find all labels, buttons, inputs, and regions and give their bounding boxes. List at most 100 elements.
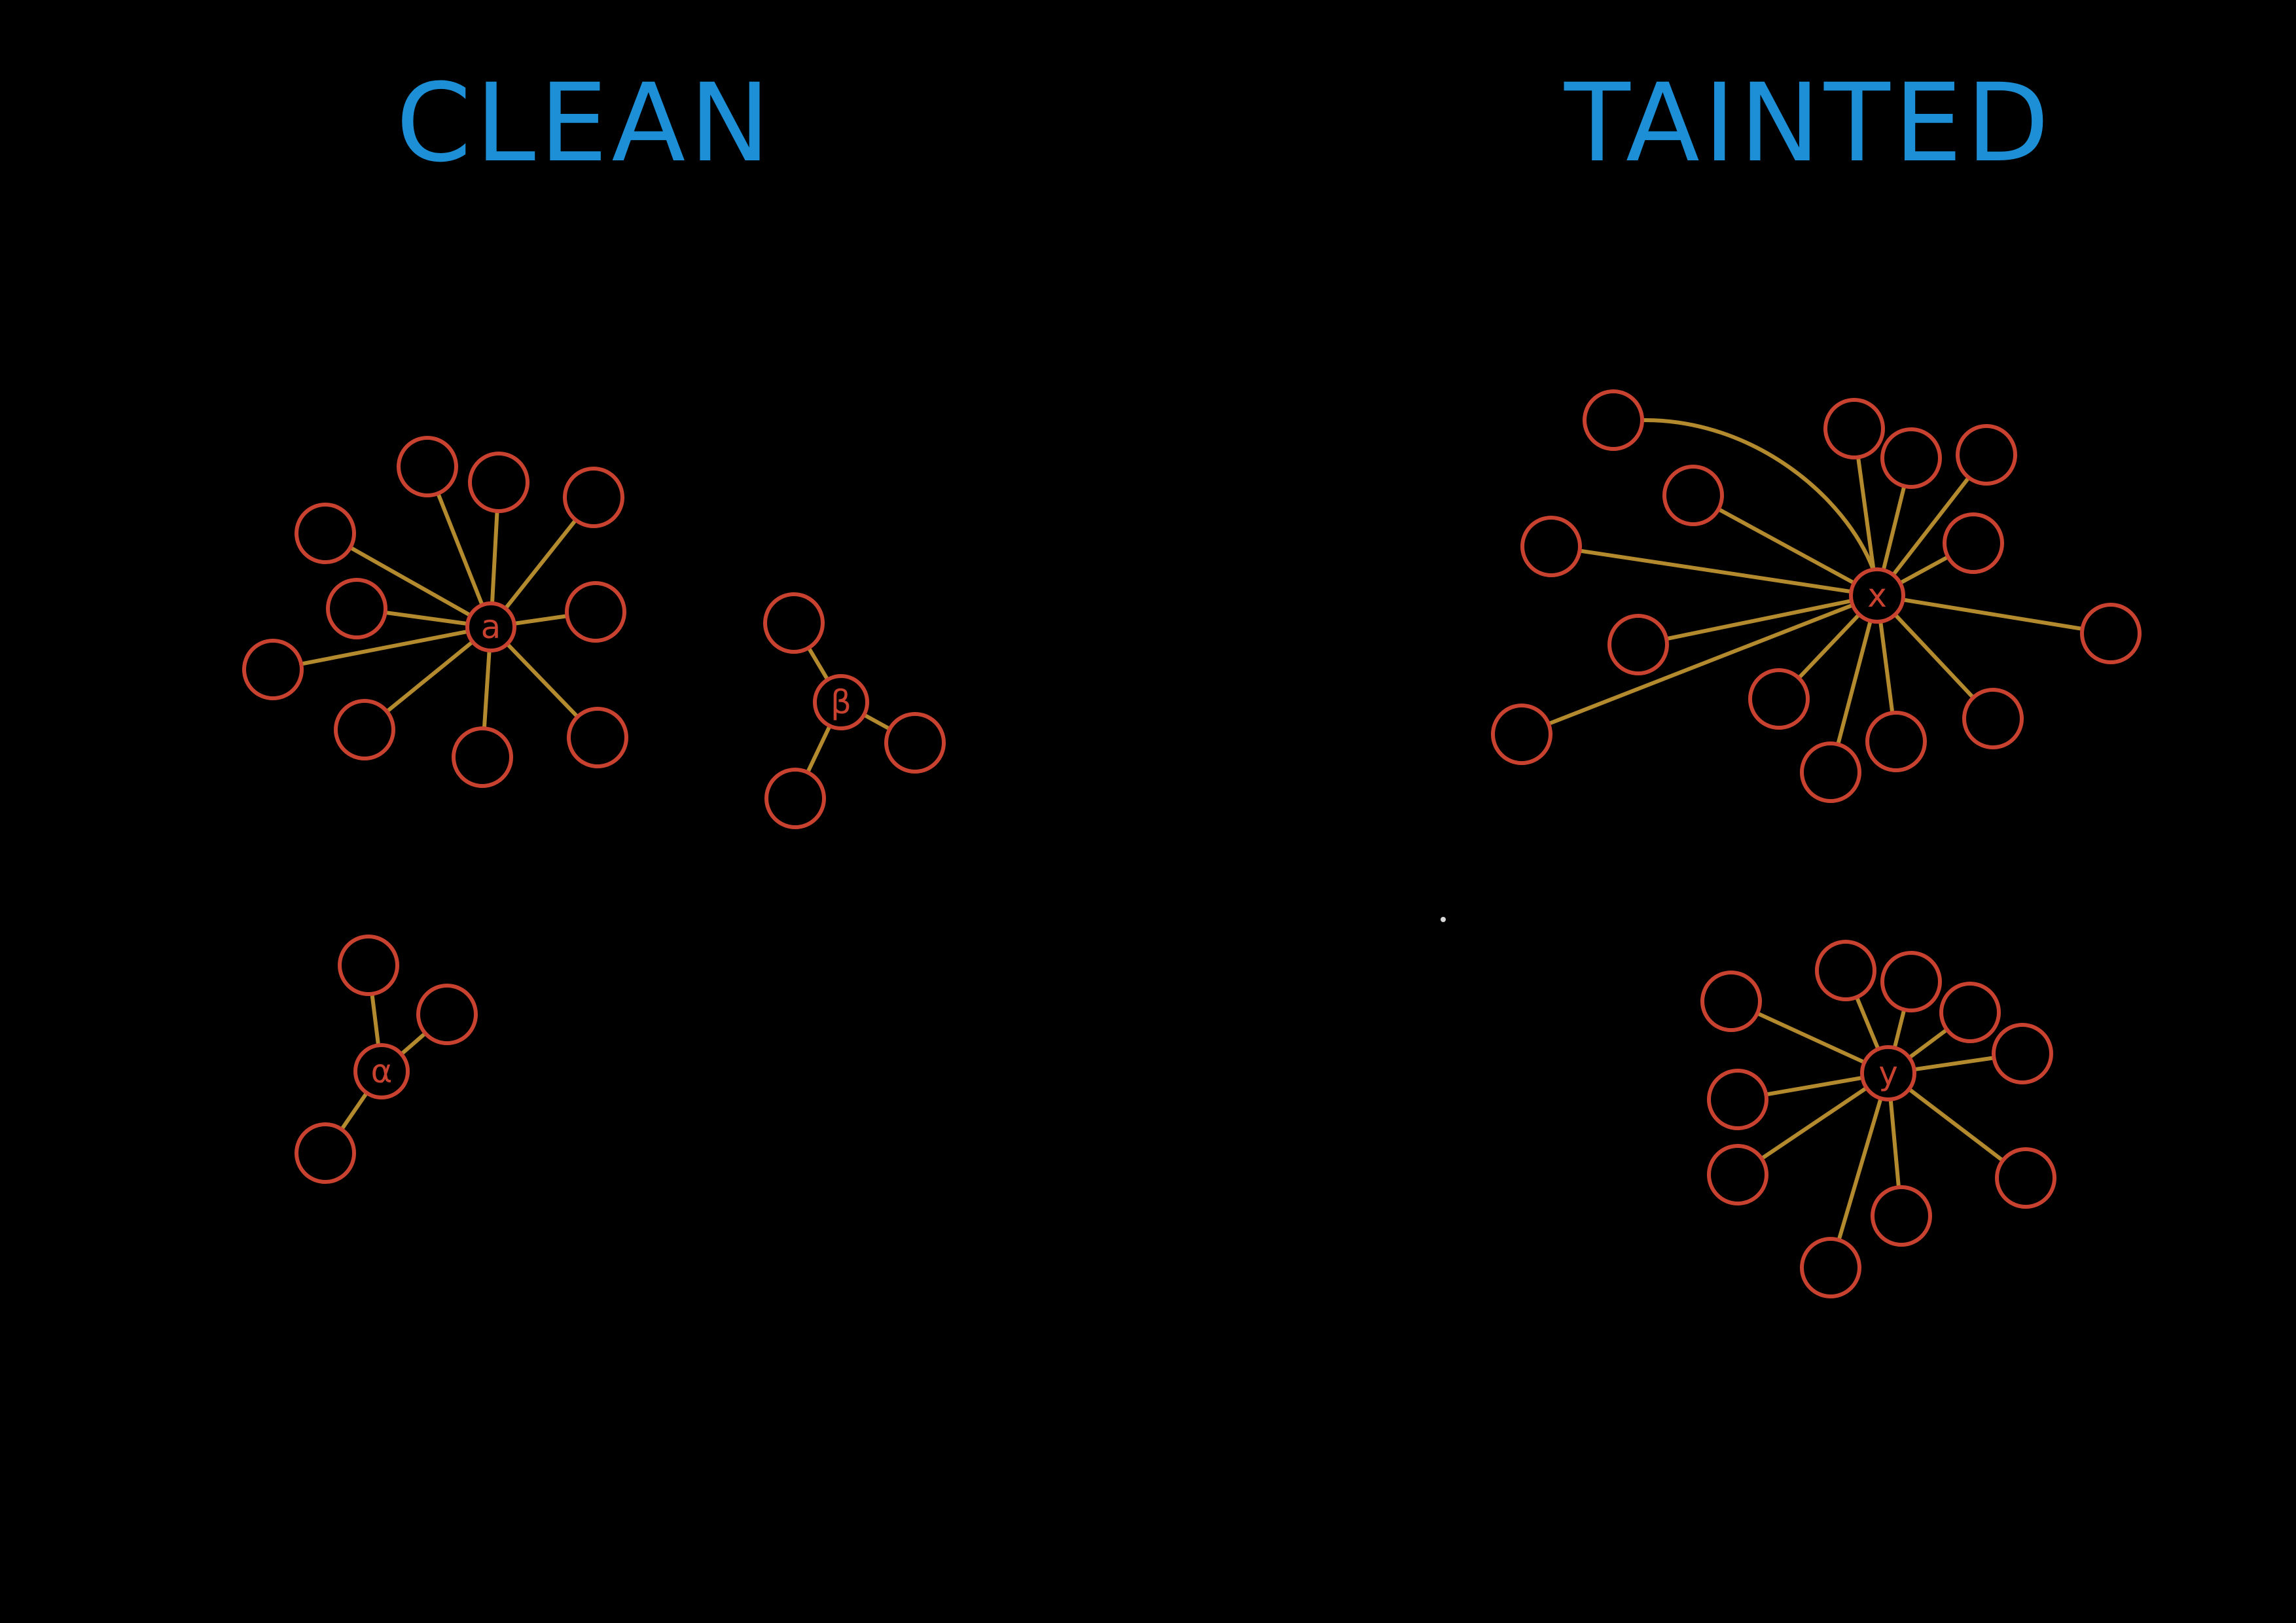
satellite-node — [1700, 971, 1762, 1032]
satellite-node — [1880, 427, 1942, 489]
hub-label: x — [1867, 577, 1887, 615]
edge — [1893, 613, 1975, 700]
satellite-node — [1880, 951, 1942, 1012]
satellite-node — [2080, 603, 2142, 664]
edge — [862, 713, 892, 731]
satellite-node — [334, 699, 395, 760]
stray-dot — [1441, 917, 1446, 922]
clean-title: CLEAN — [396, 60, 774, 186]
edge — [1546, 603, 1855, 726]
satellite-node — [1800, 1237, 1861, 1298]
satellite-node — [764, 768, 826, 829]
edge — [1912, 1056, 1996, 1072]
satellite-node — [1520, 516, 1582, 577]
edge — [1892, 1007, 1907, 1050]
edge — [339, 1090, 369, 1132]
edge — [503, 518, 578, 611]
satellite-node — [1707, 1144, 1768, 1205]
satellite-node — [1662, 465, 1724, 526]
edge — [1901, 597, 2085, 631]
hub-node — [1860, 1045, 1916, 1101]
satellite-node — [563, 467, 624, 528]
satellite-node — [1992, 1023, 2053, 1084]
hub-label: α — [371, 1052, 393, 1090]
satellite-node — [1939, 982, 2001, 1043]
satellite-node — [763, 592, 825, 654]
edge — [1891, 475, 1971, 577]
edge — [1837, 1096, 1883, 1242]
edge — [1755, 1011, 1867, 1065]
clean-cluster-a: a — [242, 436, 628, 788]
satellite-node — [1607, 614, 1669, 675]
hub-node — [353, 1043, 410, 1099]
edge — [1898, 555, 1950, 585]
satellite-node — [565, 581, 626, 643]
satellite-node — [295, 1122, 356, 1184]
satellite-node — [416, 984, 478, 1045]
edge — [490, 508, 499, 606]
satellite-node — [567, 707, 628, 768]
satellite-node — [242, 639, 304, 700]
satellite-node — [1865, 711, 1927, 772]
edge — [299, 629, 470, 666]
hub-label: β — [831, 683, 852, 721]
satellite-node — [1748, 668, 1810, 730]
edge — [1878, 619, 1895, 715]
satellite-node — [295, 503, 356, 564]
edge — [806, 645, 830, 682]
edge — [436, 491, 484, 607]
satellite-node — [1823, 398, 1885, 459]
satellite-node — [326, 578, 387, 639]
satellite-node — [1707, 1069, 1768, 1130]
edge — [1854, 995, 1880, 1052]
edge — [1836, 618, 1873, 747]
hub-label: y — [1878, 1054, 1898, 1092]
satellite-node — [452, 726, 513, 788]
edge — [505, 641, 580, 719]
hub-node — [1849, 567, 1905, 624]
satellite-node — [1943, 512, 2004, 574]
edge — [399, 1031, 427, 1056]
hub-node — [813, 674, 869, 730]
satellite-node — [338, 935, 399, 996]
tainted-title: TAINTED — [1564, 60, 2053, 186]
edge — [383, 610, 470, 626]
edge — [1797, 613, 1861, 681]
satellite-node — [1962, 688, 2024, 749]
curved-edge — [1640, 418, 1875, 571]
edge — [512, 614, 569, 626]
edge — [1907, 1087, 2005, 1163]
tainted-cluster-y: y — [1700, 940, 2056, 1298]
edge — [1881, 484, 1907, 573]
satellite-node — [1871, 1185, 1932, 1247]
satellite-node — [1491, 704, 1552, 765]
satellite-node — [1815, 940, 1876, 1001]
edge — [805, 724, 832, 775]
edge — [1888, 1097, 1901, 1190]
edge — [1759, 1086, 1869, 1161]
clusters-layer: a β α x y — [242, 389, 2142, 1298]
edge — [385, 639, 475, 714]
edge — [370, 991, 381, 1048]
hub-label: a — [481, 608, 501, 646]
satellite-node — [1956, 424, 2017, 486]
edge — [1764, 1075, 1865, 1097]
satellite-node — [1800, 741, 1861, 803]
edge — [348, 545, 473, 618]
edge — [1716, 507, 1856, 585]
satellite-node — [468, 452, 529, 513]
tainted-cluster-x: x — [1491, 389, 2142, 803]
satellite-node — [397, 436, 458, 497]
edge — [1664, 599, 1854, 641]
satellite-node — [1583, 389, 1644, 451]
clean-cluster-b: β — [763, 592, 946, 829]
edge — [1856, 455, 1876, 572]
edge — [482, 648, 492, 731]
edge — [1907, 1027, 1949, 1060]
hub-node — [465, 601, 516, 652]
satellite-node — [1995, 1147, 2056, 1209]
satellite-node — [884, 712, 946, 774]
edge — [1577, 548, 1854, 594]
